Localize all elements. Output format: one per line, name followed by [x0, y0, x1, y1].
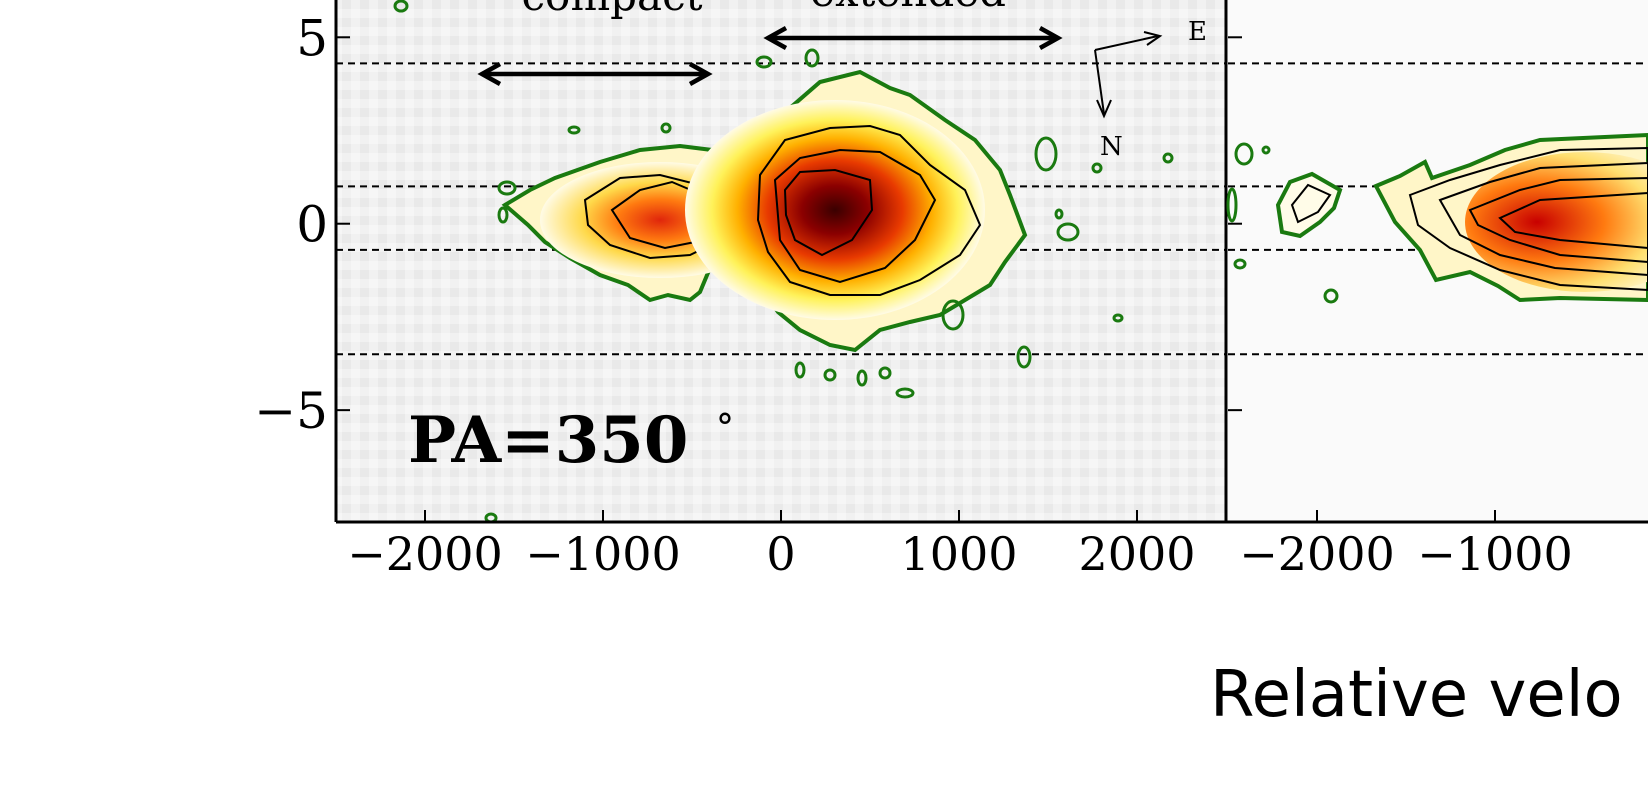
y-tick-label: 0: [296, 196, 328, 254]
extended-core-contour: [783, 168, 874, 257]
x-tick-label: 2000: [1078, 527, 1195, 581]
y-tick-label: −5: [254, 382, 328, 440]
right-ticks: −2000 −1000: [1228, 36, 1573, 581]
left-ticks: −2000 −1000 0 1000 2000 5 0 −5: [254, 9, 1195, 581]
compact-label: compact: [522, 0, 703, 20]
extended-label: extended: [810, 0, 1006, 16]
right-inner-contours: [1408, 146, 1648, 292]
x-tick-label: 0: [766, 527, 795, 581]
x-axis-label: Relative velo: [1210, 658, 1623, 732]
pa-annotation: PA=350: [408, 403, 688, 478]
extended-emission: [685, 100, 985, 320]
x-tick-label: −2000: [347, 527, 503, 581]
panel-right: −2000 −1000: [1226, 0, 1648, 581]
y-tick-label: 5: [296, 9, 328, 67]
x-tick-label: −1000: [525, 527, 681, 581]
extended-mid-contour: [756, 124, 982, 296]
x-tick-label: −2000: [1239, 527, 1395, 581]
arrows: [477, 26, 1063, 86]
x-tick-label: 1000: [900, 527, 1017, 581]
right-noise-islands: [1226, 142, 1339, 304]
right-small-blob-contour: [1275, 171, 1343, 239]
pa-degree: °: [716, 408, 734, 449]
right-small-blob-inner: [1290, 183, 1332, 224]
panel-left: compact extended E N PA=350 ° −2000 −1000…: [254, 0, 1228, 581]
compass-north-label: N: [1100, 132, 1123, 162]
noise-contour-islands: [393, 0, 1174, 524]
compass: [1094, 31, 1163, 119]
compass-east-label: E: [1188, 17, 1207, 47]
x-tick-label: −1000: [1417, 527, 1573, 581]
extended-inner-contour: [773, 148, 937, 284]
